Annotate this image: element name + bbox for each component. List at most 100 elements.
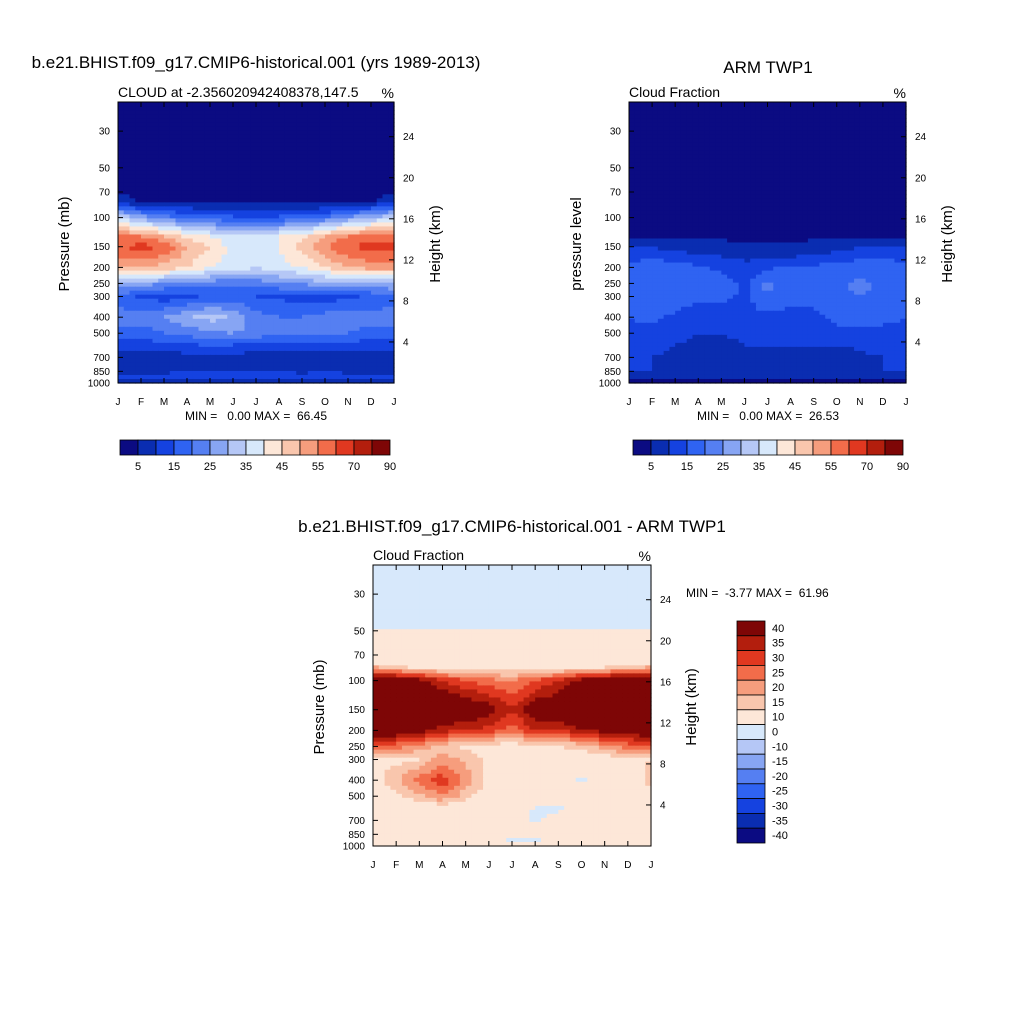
panel-model-contour-cell xyxy=(261,162,269,167)
panel-obs-contour-cell xyxy=(732,166,740,171)
panel-model-contour-cell xyxy=(210,250,217,256)
panel-model-contour-cell xyxy=(118,234,125,240)
panel-model-contour-cell xyxy=(325,318,332,324)
panel-model-contour-cell xyxy=(365,130,372,135)
panel-model-contour-cell xyxy=(273,342,280,348)
panel-obs-contour-cell xyxy=(802,194,809,199)
panel-model-contour-cell xyxy=(348,182,355,187)
panel-model-y-tick-label: 30 xyxy=(99,127,111,138)
panel-model-contour-cell xyxy=(238,262,246,268)
panel-model-contour-cell xyxy=(353,218,361,224)
panel-model-contour-cell xyxy=(175,362,182,368)
panel-model-contour-cell xyxy=(330,142,338,147)
panel-model-contour-cell xyxy=(313,362,320,368)
panel-model-contour-cell xyxy=(284,370,292,376)
panel-model-contour-cell xyxy=(348,126,355,131)
panel-obs-contour-cell xyxy=(755,206,763,211)
panel-model-contour-cell xyxy=(330,362,338,368)
panel-obs-contour-cell xyxy=(761,138,769,143)
panel-model-contour-cell xyxy=(215,166,223,171)
panel-model-contour-cell xyxy=(250,130,257,135)
panel-model-contour-cell xyxy=(233,226,240,232)
panel-model-contour-cell xyxy=(302,186,309,191)
panel-model-contour-cell xyxy=(192,218,200,224)
panel-obs-contour-cell xyxy=(848,106,855,111)
panel-obs-contour-cell xyxy=(750,142,757,147)
panel-model-contour-cell xyxy=(123,238,131,244)
panel-model-contour-cell xyxy=(376,226,384,232)
panel-model-contour-cell xyxy=(319,378,326,384)
panel-model-contour-cell xyxy=(376,294,384,300)
panel-model-contour-cell xyxy=(290,218,297,224)
panel-model-contour-cell xyxy=(319,134,326,139)
panel-obs-contour-cell xyxy=(721,186,728,191)
panel-obs-contour-cell xyxy=(779,174,786,179)
panel-model-contour-cell xyxy=(215,354,223,360)
panel-obs-contour-cell xyxy=(779,154,786,159)
panel-model-contour-cell xyxy=(376,334,384,340)
panel-model-contour-cell xyxy=(129,142,136,147)
panel-model-contour-cell xyxy=(371,150,378,155)
panel-model-contour-cell xyxy=(210,266,217,272)
panel-model-contour-cell xyxy=(388,202,395,207)
panel-model-contour-cell xyxy=(123,190,131,195)
panel-model-contour-cell xyxy=(365,170,372,175)
panel-obs-contour-cell xyxy=(877,222,884,228)
panel-model-contour-cell xyxy=(181,334,188,340)
panel-obs-contour-cell xyxy=(767,130,774,135)
panel-model-contour-cell xyxy=(192,178,200,183)
panel-obs-contour-cell xyxy=(646,126,653,131)
panel-model-contour-cell xyxy=(267,114,274,119)
panel-model-contour-cell xyxy=(371,246,378,252)
panel-model-contour-cell xyxy=(371,334,378,340)
panel-obs-contour-cell xyxy=(894,178,901,183)
panel-model-contour-cell xyxy=(313,174,320,179)
panel-obs-contour-cell xyxy=(675,110,682,115)
panel-model-contour-cell xyxy=(267,134,274,139)
panel-model-contour-cell xyxy=(233,290,240,296)
panel-obs-contour-cell xyxy=(669,150,676,155)
panel-model-contour-cell xyxy=(256,254,263,260)
panel-model-contour-cell xyxy=(210,178,217,183)
panel-model-contour-cell xyxy=(284,214,292,220)
panel-model-contour-cell xyxy=(169,334,177,340)
panel-model-contour-cell xyxy=(118,138,125,143)
panel-obs-contour-cell xyxy=(744,206,751,211)
panel-obs-contour-cell xyxy=(796,182,803,187)
panel-model-contour-cell xyxy=(238,158,246,163)
panel-obs-contour-cell xyxy=(669,162,676,167)
panel-model-contour-cell xyxy=(181,270,188,276)
panel-model-contour-cell xyxy=(221,274,228,280)
panel-obs-contour-cell xyxy=(784,166,792,171)
panel-model-contour-cell xyxy=(146,166,154,171)
panel-model-contour-cell xyxy=(376,254,384,260)
panel-model-contour-cell xyxy=(273,190,280,195)
panel-obs-contour-cell xyxy=(894,150,901,155)
panel-obs-contour-cell xyxy=(680,198,688,203)
panel-obs-contour-cell xyxy=(813,182,821,187)
panel-model-contour-cell xyxy=(175,302,182,308)
panel-model-contour-cell xyxy=(307,122,315,127)
panel-model-contour-cell xyxy=(227,106,234,111)
panel-obs-contour-cell xyxy=(652,218,659,224)
panel-model-contour-cell xyxy=(353,330,361,336)
panel-obs-contour-cell xyxy=(686,194,694,199)
panel-model-contour-cell xyxy=(296,338,303,344)
panel-model-contour-cell xyxy=(192,194,200,199)
panel-model-contour-cell xyxy=(135,230,142,236)
panel-model-contour-cell xyxy=(169,230,177,236)
panel-model-contour-cell xyxy=(123,282,131,288)
panel-obs-contour-cell xyxy=(784,138,792,143)
panel-obs-contour-cell xyxy=(675,118,682,123)
panel-obs-contour-cell xyxy=(640,206,647,211)
panel-model-contour-cell xyxy=(256,262,263,268)
panel-model-contour-cell xyxy=(284,230,292,236)
panel-model-contour-cell xyxy=(244,162,251,167)
panel-model-contour-cell xyxy=(313,274,320,280)
panel-model-contour-cell xyxy=(307,234,315,240)
panel-obs-contour-cell xyxy=(871,118,878,123)
panel-model-contour-cell xyxy=(169,246,177,252)
panel-model-contour-cell xyxy=(319,262,326,268)
panel-model-contour-cell xyxy=(302,270,309,276)
panel-obs-contour-cell xyxy=(767,210,774,215)
